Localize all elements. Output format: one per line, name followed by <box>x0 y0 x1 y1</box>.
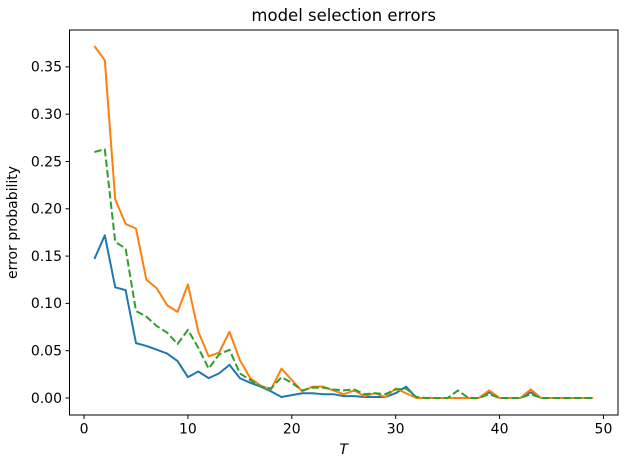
x-tick-label: 40 <box>491 422 509 438</box>
axis-ticks: 0 10 20 30 40 50 0.00 0.05 0.10 0.15 0.20 0.25 0.30 0… <box>31 60 613 438</box>
series-lines <box>93 45 594 399</box>
y-axis-label: error probability <box>5 166 21 279</box>
y-tick-label: 0.20 <box>31 202 62 218</box>
y-tick-label: 0.05 <box>31 343 62 359</box>
x-tick-label: 20 <box>283 422 301 438</box>
x-tick-label: 50 <box>595 422 613 438</box>
y-tick-label: 0.25 <box>31 154 62 170</box>
orange-solid-line <box>93 45 594 399</box>
chart-title: model selection errors <box>251 6 436 25</box>
x-tick-label: 10 <box>179 422 197 438</box>
y-tick-label: 0.15 <box>31 249 62 265</box>
y-tick-label: 0.35 <box>31 60 62 76</box>
y-tick-label: 0.30 <box>31 107 62 123</box>
x-axis-label: T <box>339 442 349 458</box>
y-tick-label: 0.00 <box>31 391 62 407</box>
plot-area <box>69 29 619 416</box>
x-tick-label: 0 <box>80 422 89 438</box>
x-tick-label: 30 <box>387 422 405 438</box>
green-dashed-line <box>94 148 594 399</box>
y-tick-label: 0.10 <box>31 296 62 312</box>
